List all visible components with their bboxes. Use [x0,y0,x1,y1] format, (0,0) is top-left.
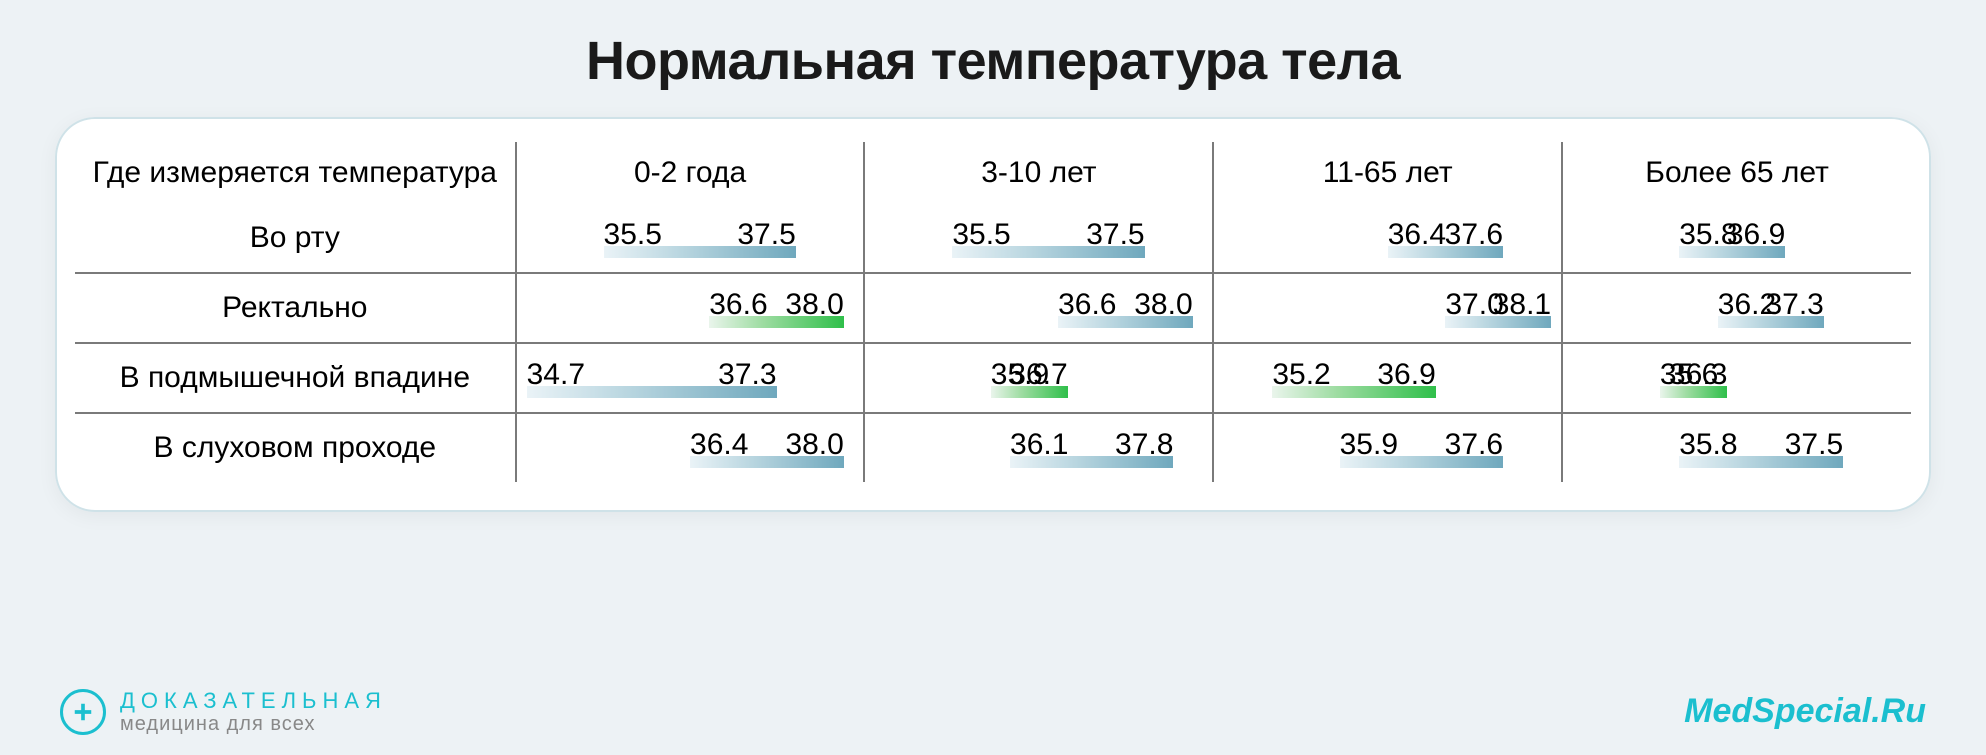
range-bar-wrap: 37.038.1 [1445,288,1551,328]
column-header-age: 0-2 года [516,142,865,204]
range-bar [1445,316,1551,328]
range-bar [709,316,844,328]
footer: ДОКАЗАТЕЛЬНАЯ медицина для всех MedSpeci… [0,689,1986,735]
brand-line2: медицина для всех [120,713,387,735]
table-card: Где измеряется температура0-2 года3-10 л… [55,117,1931,512]
range-cell: 35.537.5 [864,204,1213,273]
page-title: Нормальная температура тела [0,0,1986,117]
range-bar [690,456,844,468]
row-label: Во рту [75,204,516,273]
range-bar-wrap: 35.537.5 [952,218,1144,258]
range-bar [1679,246,1785,258]
brand-left: ДОКАЗАТЕЛЬНАЯ медицина для всех [60,689,387,735]
range-cell: 36.638.0 [516,273,865,343]
range-bar-wrap: 36.137.8 [1010,428,1173,468]
table-header-row: Где измеряется температура0-2 года3-10 л… [75,142,1911,204]
range-bar [1058,316,1193,328]
range-cell: 36.137.8 [864,413,1213,482]
site-label: MedSpecial.Ru [1684,692,1926,731]
range-cell: 37.038.1 [1213,273,1562,343]
range-cell: 35.837.5 [1562,413,1911,482]
table-body: Во рту 35.537.5 35.537.5 36.437.6 35.836.9 Ре… [75,204,1911,482]
row-label: Ректально [75,273,516,343]
range-bar [1272,386,1435,398]
range-bar-wrap: 36.638.0 [709,288,844,328]
range-bar [1679,456,1843,468]
range-bar-wrap: 36.438.0 [690,428,844,468]
range-bar [1660,386,1728,398]
range-bar [1718,316,1824,328]
row-label: В подмышечной впадине [75,343,516,413]
range-bar [604,246,796,258]
column-header-age: 3-10 лет [864,142,1213,204]
range-bar-wrap: 35.537.5 [604,218,796,258]
range-cell: 36.437.6 [1213,204,1562,273]
range-bar-wrap: 35.636.3 [1660,358,1728,398]
range-bar [1388,246,1503,258]
table-row: В подмышечной впадине 34.737.3 35.936.7 35.… [75,343,1911,413]
range-bar-wrap: 36.237.3 [1718,288,1824,328]
range-cell: 35.836.9 [1562,204,1911,273]
range-cell: 35.636.3 [1562,343,1911,413]
range-bar [952,246,1144,258]
range-cell: 35.937.6 [1213,413,1562,482]
column-header-location: Где измеряется температура [75,142,516,204]
range-bar [991,386,1068,398]
range-bar [1340,456,1503,468]
range-cell: 36.638.0 [864,273,1213,343]
range-cell: 36.438.0 [516,413,865,482]
brand-line1: ДОКАЗАТЕЛЬНАЯ [120,689,387,713]
temperature-table: Где измеряется температура0-2 года3-10 л… [75,142,1911,482]
range-bar-wrap: 36.638.0 [1058,288,1193,328]
row-label: В слуховом проходе [75,413,516,482]
range-bar-wrap: 35.936.7 [991,358,1068,398]
range-cell: 35.236.9 [1213,343,1562,413]
plus-circle-icon [60,689,106,735]
range-bar [1010,456,1173,468]
range-cell: 35.537.5 [516,204,865,273]
range-cell: 34.737.3 [516,343,865,413]
range-bar [527,386,777,398]
range-cell: 35.936.7 [864,343,1213,413]
column-header-age: Более 65 лет [1562,142,1911,204]
range-bar-wrap: 35.937.6 [1340,428,1503,468]
range-bar-wrap: 35.837.5 [1679,428,1843,468]
range-bar-wrap: 35.836.9 [1679,218,1785,258]
range-cell: 36.237.3 [1562,273,1911,343]
range-bar-wrap: 36.437.6 [1388,218,1503,258]
column-header-age: 11-65 лет [1213,142,1562,204]
table-row: В слуховом проходе 36.438.0 36.137.8 35.937… [75,413,1911,482]
brand-text: ДОКАЗАТЕЛЬНАЯ медицина для всех [120,689,387,735]
range-bar-wrap: 35.236.9 [1272,358,1435,398]
table-row: Ректально 36.638.0 36.638.0 37.038.1 36.237.… [75,273,1911,343]
range-bar-wrap: 34.737.3 [527,358,777,398]
table-row: Во рту 35.537.5 35.537.5 36.437.6 35.836.9 [75,204,1911,273]
